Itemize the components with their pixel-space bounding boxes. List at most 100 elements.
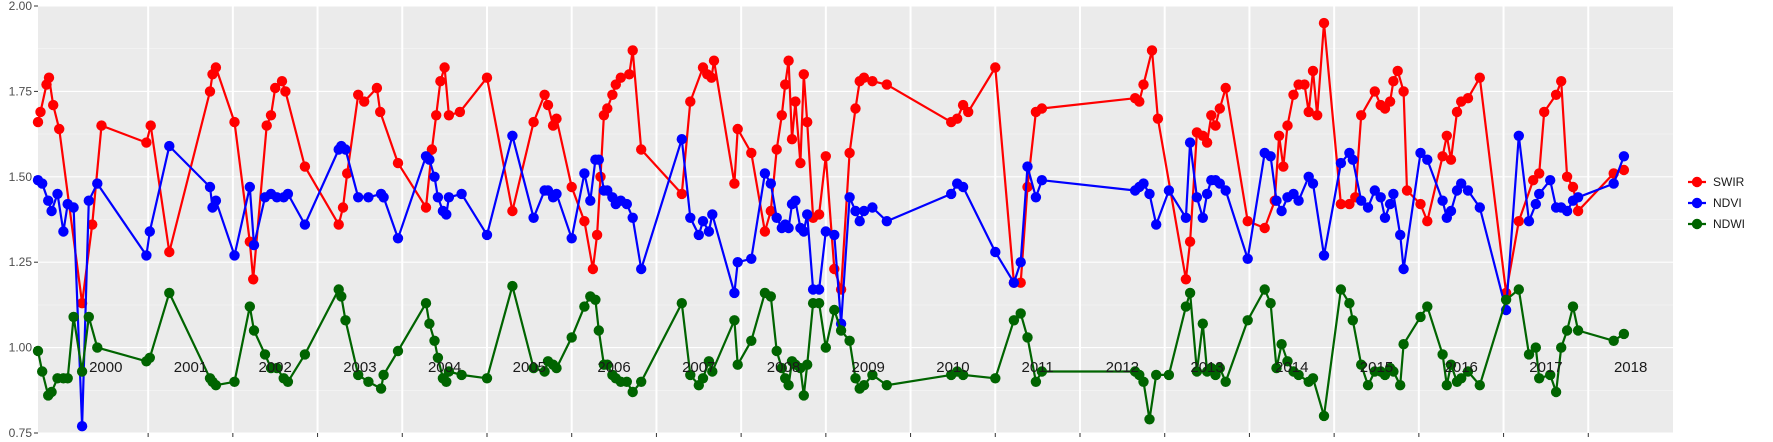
data-point-ndvi — [58, 226, 69, 237]
legend-label: NDWI — [1713, 217, 1745, 231]
data-point-swir — [1299, 79, 1310, 90]
data-point-swir — [1152, 113, 1164, 124]
data-point-ndvi — [1530, 198, 1542, 210]
data-point-swir — [1422, 216, 1433, 227]
year-label: 2008 — [767, 359, 800, 376]
data-point-ndvi — [798, 226, 809, 237]
data-point-ndwi — [441, 376, 452, 387]
data-point-swir — [1550, 89, 1562, 101]
data-point-ndvi — [1197, 212, 1209, 223]
data-point-ndwi — [703, 356, 715, 367]
data-point-swir — [765, 205, 776, 217]
data-point-swir — [375, 106, 386, 118]
data-point-swir — [261, 120, 272, 131]
year-label: 2004 — [428, 359, 461, 376]
data-point-swir — [551, 113, 562, 124]
data-point-ndvi — [551, 188, 562, 200]
data-point-ndwi — [551, 362, 562, 374]
data-point-ndwi — [627, 386, 638, 398]
data-point-ndwi — [590, 294, 601, 305]
legend: SWIR NDVI NDWI — [1688, 175, 1745, 231]
data-point-ndwi — [1395, 380, 1406, 391]
data-point-ndvi — [1214, 178, 1226, 189]
data-point-ndvi — [566, 233, 577, 244]
data-point-swir — [96, 120, 107, 131]
data-point-ndvi — [1036, 175, 1048, 186]
data-point-ndwi — [1474, 380, 1486, 391]
data-point-ndvi — [813, 284, 825, 295]
data-point-ndwi — [229, 376, 240, 387]
data-point-ndvi — [990, 246, 1001, 258]
data-point-ndvi — [707, 209, 718, 220]
data-point-swir — [1567, 181, 1579, 193]
year-label: 2010 — [936, 359, 969, 376]
data-point-swir — [587, 263, 599, 275]
data-point-swir — [542, 99, 554, 111]
data-point-ndwi — [1276, 339, 1287, 350]
data-point-swir — [1437, 151, 1448, 162]
data-point-ndvi — [83, 195, 95, 206]
data-point-ndwi — [1271, 362, 1282, 374]
data-point-swir — [1146, 45, 1158, 56]
data-point-swir — [507, 205, 518, 217]
data-point-ndwi — [1293, 369, 1304, 381]
data-point-ndvi — [1572, 192, 1584, 203]
data-point-swir — [1273, 130, 1285, 141]
data-point-swir — [1036, 103, 1048, 114]
data-point-ndvi — [443, 192, 455, 203]
data-point-ndvi — [1384, 198, 1396, 210]
data-point-ndwi — [507, 280, 518, 292]
data-point-ndwi — [802, 359, 813, 370]
data-point-ndwi — [144, 352, 155, 363]
data-point-ndvi — [732, 257, 743, 268]
data-point-ndwi — [1015, 308, 1026, 319]
year-label: 2016 — [1445, 359, 1478, 376]
data-point-ndwi — [1456, 373, 1467, 384]
data-point-ndvi — [1534, 188, 1545, 200]
data-point-ndwi — [1356, 359, 1367, 370]
data-point-ndvi — [456, 188, 467, 200]
data-point-swir — [1474, 72, 1486, 83]
data-point-ndwi — [1318, 410, 1330, 422]
data-point-ndwi — [1500, 294, 1512, 305]
year-label: 2003 — [343, 359, 376, 376]
data-point-swir — [1307, 65, 1319, 77]
data-point-ndwi — [707, 366, 718, 377]
data-point-ndwi — [844, 335, 855, 346]
data-point-swir — [337, 202, 349, 213]
data-point-swir — [248, 274, 259, 285]
data-point-swir — [1441, 130, 1453, 141]
data-point-swir — [729, 178, 740, 189]
year-label: 2017 — [1529, 359, 1562, 376]
data-point-swir — [1318, 17, 1330, 29]
data-point-ndwi — [835, 325, 847, 336]
data-point-ndwi — [850, 373, 861, 384]
data-point-swir — [685, 96, 696, 107]
data-point-ndvi — [481, 229, 493, 241]
data-point-ndwi — [771, 345, 782, 357]
data-point-ndvi — [37, 178, 48, 189]
data-point-ndwi — [579, 301, 590, 312]
data-point-swir — [392, 157, 404, 169]
data-point-ndvi — [144, 226, 155, 237]
data-point-swir — [706, 72, 717, 83]
data-point-ndvi — [229, 250, 240, 261]
data-point-ndwi — [210, 380, 222, 391]
data-point-swir — [1206, 110, 1217, 121]
data-point-ndvi — [1513, 130, 1525, 141]
data-point-ndvi — [210, 195, 222, 206]
data-point-ndwi — [429, 335, 440, 346]
data-point-ndvi — [820, 226, 831, 237]
year-label: 2001 — [174, 359, 207, 376]
data-point-ndvi — [783, 222, 794, 234]
data-point-swir — [454, 106, 466, 118]
legend-key-point — [1691, 218, 1703, 230]
data-point-ndvi — [1523, 216, 1535, 227]
data-point-swir — [1445, 154, 1457, 165]
data-point-swir — [579, 216, 590, 227]
y-tick-label: 1.50 — [9, 170, 33, 184]
data-point-ndwi — [271, 362, 283, 374]
data-point-swir — [1539, 106, 1550, 118]
data-point-ndwi — [1144, 414, 1155, 425]
